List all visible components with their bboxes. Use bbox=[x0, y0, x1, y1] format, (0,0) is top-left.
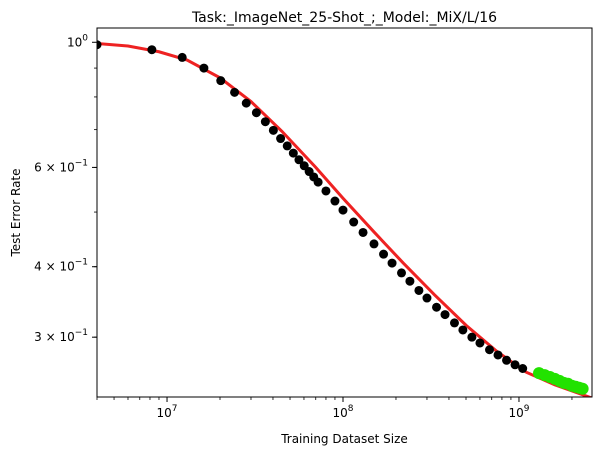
train-point bbox=[288, 148, 298, 158]
train-point bbox=[276, 134, 286, 144]
fit-curve bbox=[97, 42, 592, 397]
test-point bbox=[576, 382, 589, 395]
y-tick-label: 6 × 10−1 bbox=[34, 158, 88, 174]
y-axis-label: Test Error Rate bbox=[9, 168, 23, 257]
x-tick-label: 109 bbox=[508, 404, 529, 420]
y-tick-label: 3 × 10−1 bbox=[34, 328, 88, 344]
train-point bbox=[330, 196, 340, 206]
train-point bbox=[510, 360, 520, 370]
train-point bbox=[449, 318, 459, 328]
train-point bbox=[422, 293, 432, 303]
chart-title: Task:_ImageNet_25-Shot_;_Model:_MiX/L/16 bbox=[191, 10, 497, 26]
train-point bbox=[405, 276, 415, 286]
train-points-layer bbox=[97, 40, 528, 373]
train-point bbox=[414, 285, 424, 295]
train-point bbox=[485, 345, 494, 355]
plot-frame bbox=[96, 27, 593, 398]
x-tick-label: 107 bbox=[157, 404, 178, 420]
train-point bbox=[518, 364, 528, 373]
train-point bbox=[268, 125, 278, 135]
train-point bbox=[349, 217, 359, 227]
train-point bbox=[260, 117, 270, 127]
fit-curve-layer bbox=[97, 42, 592, 397]
train-point bbox=[230, 87, 240, 97]
train-point bbox=[313, 177, 323, 187]
train-point bbox=[440, 310, 450, 320]
train-point bbox=[387, 258, 397, 268]
x-tick-label: 108 bbox=[332, 404, 353, 420]
train-point bbox=[493, 350, 503, 360]
x-axis-label: Training Dataset Size bbox=[280, 432, 408, 446]
y-tick-label: 100 bbox=[67, 33, 88, 49]
train-point bbox=[369, 239, 379, 249]
train-point bbox=[177, 52, 187, 62]
ticks-layer: 107 108 109 100 6 × 10−1 4 × 10−1 3 × 10−1 bbox=[34, 33, 573, 420]
test-points-layer bbox=[533, 367, 589, 395]
train-point bbox=[251, 108, 261, 118]
train-point bbox=[321, 186, 331, 196]
train-point bbox=[241, 98, 251, 108]
train-point bbox=[458, 325, 468, 335]
train-point bbox=[199, 63, 209, 73]
train-point bbox=[358, 227, 368, 237]
train-point bbox=[294, 155, 304, 165]
train-point bbox=[432, 302, 442, 312]
y-tick-label: 4 × 10−1 bbox=[34, 258, 88, 274]
train-point bbox=[147, 45, 157, 55]
train-point bbox=[338, 205, 348, 215]
train-point bbox=[216, 76, 226, 86]
train-point bbox=[397, 268, 406, 278]
train-point bbox=[97, 40, 102, 50]
train-point bbox=[467, 332, 477, 342]
train-point bbox=[475, 338, 485, 348]
train-point bbox=[502, 355, 512, 365]
train-point bbox=[379, 249, 389, 259]
train-point bbox=[282, 141, 292, 151]
